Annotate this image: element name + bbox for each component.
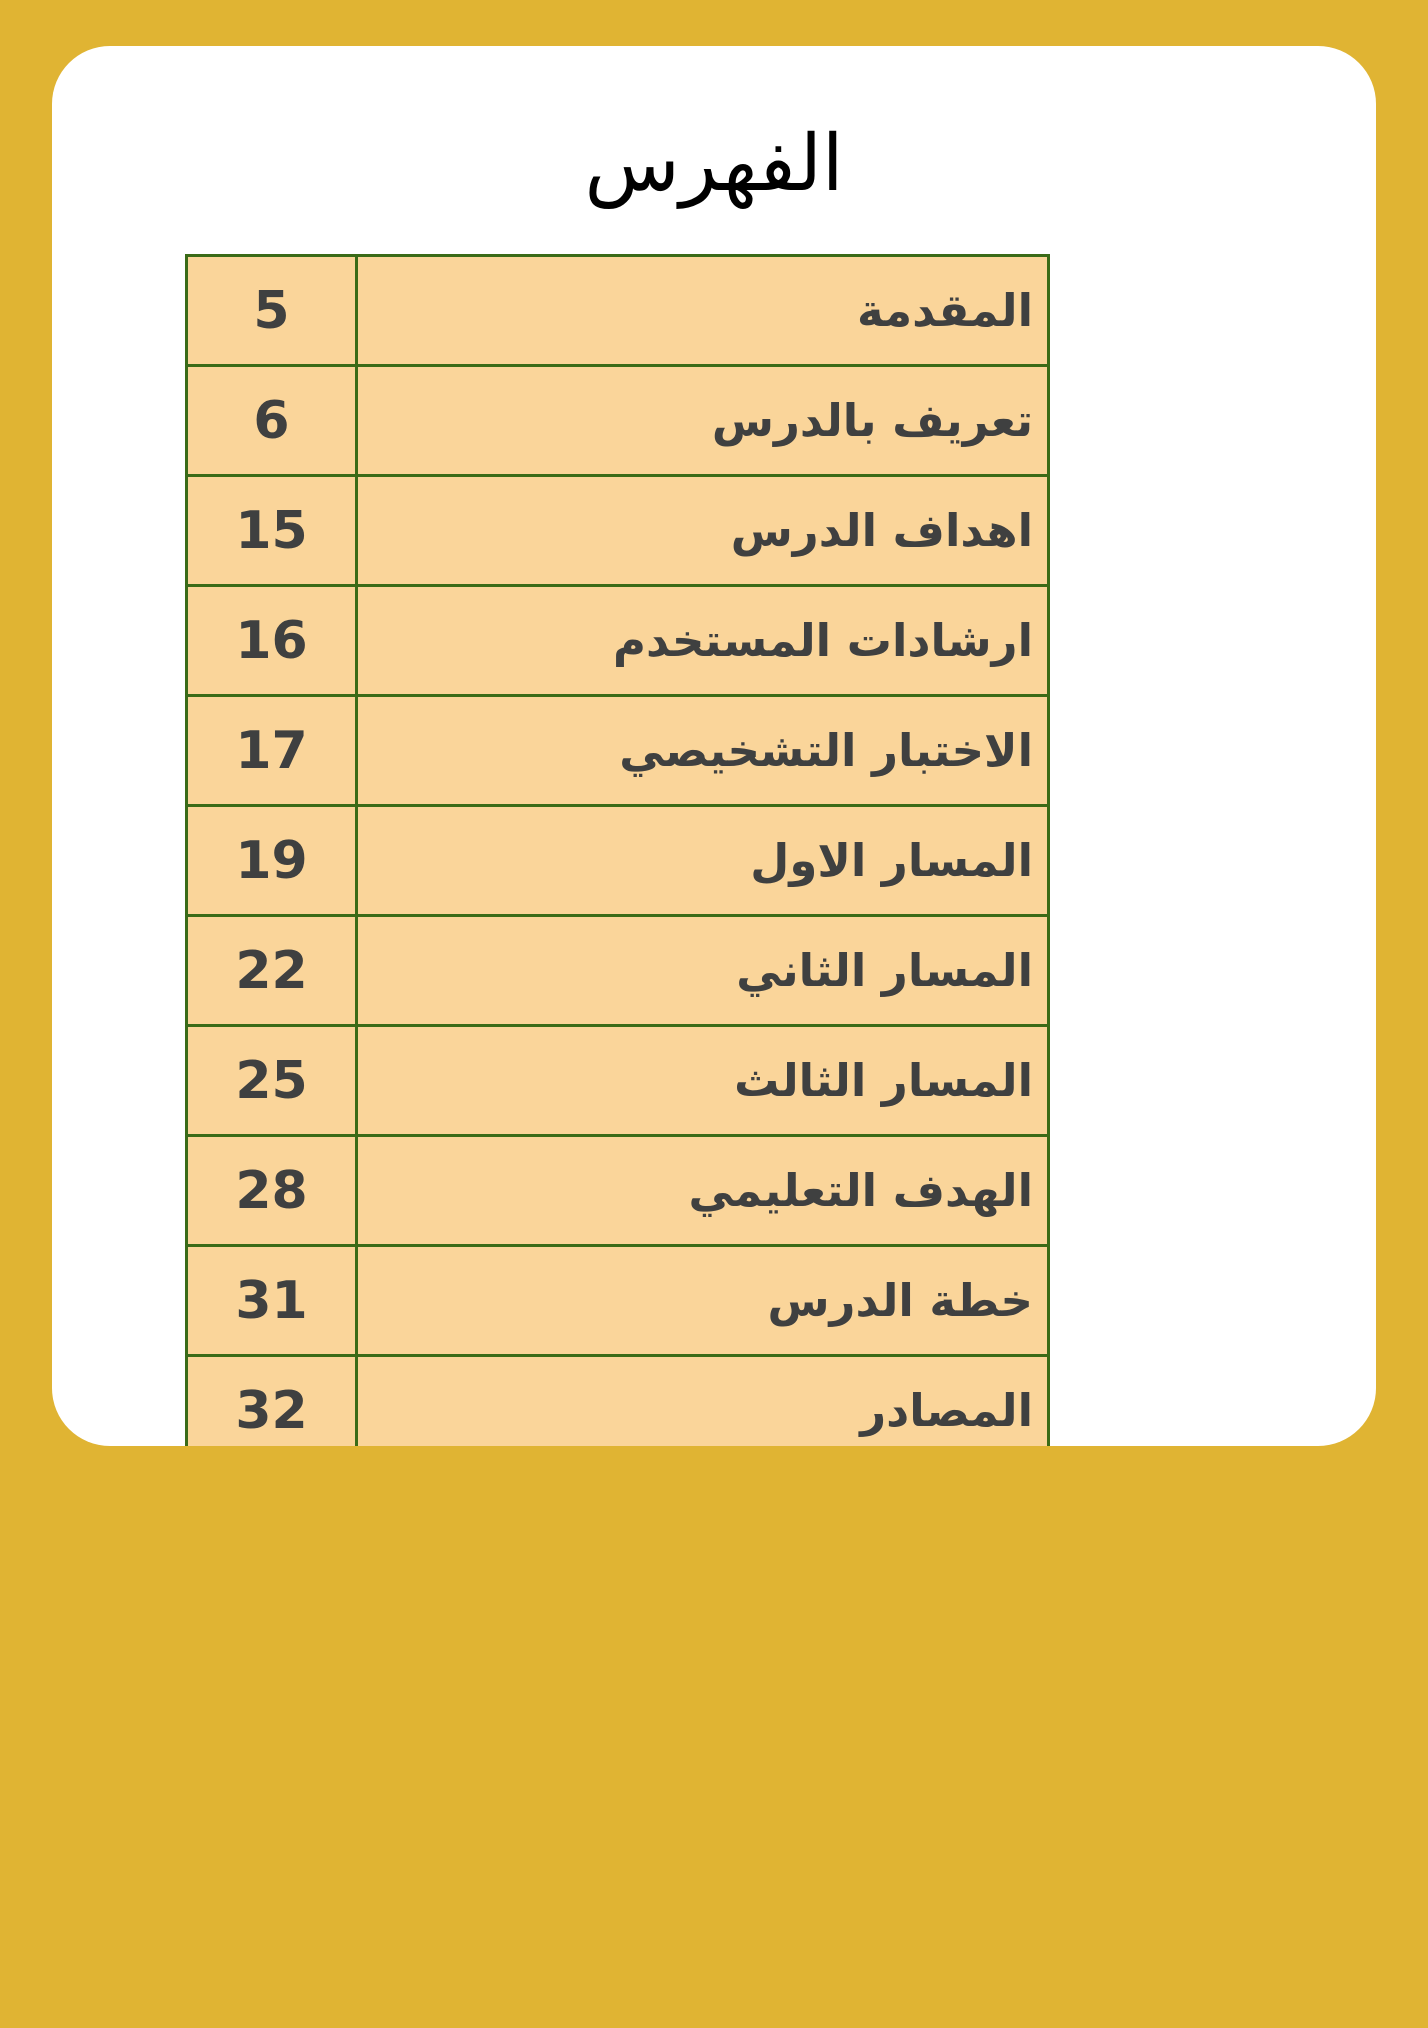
- toc-entry-page: 25: [185, 1024, 358, 1137]
- toc-table-body: المقدمة 5 تعريف بالدرس 6 اهداف الدرس 15 …: [185, 254, 1050, 1446]
- toc-entry-label: المقدمة: [355, 254, 1050, 367]
- toc-entry-label: الاختبار التشخيصي: [355, 694, 1050, 807]
- table-row[interactable]: الاختبار التشخيصي 17: [185, 694, 1050, 807]
- toc-entry-page: 31: [185, 1244, 358, 1357]
- toc-entry-label: خطة الدرس: [355, 1244, 1050, 1357]
- table-row[interactable]: خطة الدرس 31: [185, 1244, 1050, 1357]
- table-row[interactable]: ارشادات المستخدم 16: [185, 584, 1050, 697]
- table-row[interactable]: تعريف بالدرس 6: [185, 364, 1050, 477]
- toc-entry-page: 16: [185, 584, 358, 697]
- toc-entry-page: 32: [185, 1354, 358, 1446]
- table-row[interactable]: المصادر 32: [185, 1354, 1050, 1446]
- toc-entry-label: المسار الثاني: [355, 914, 1050, 1027]
- table-row[interactable]: اهداف الدرس 15: [185, 474, 1050, 587]
- table-row[interactable]: المسار الثالث 25: [185, 1024, 1050, 1137]
- table-row[interactable]: المسار الثاني 22: [185, 914, 1050, 1027]
- toc-entry-page: 15: [185, 474, 358, 587]
- toc-entry-page: 6: [185, 364, 358, 477]
- toc-entry-page: 17: [185, 694, 358, 807]
- toc-entry-page: 19: [185, 804, 358, 917]
- content-card: الفهرس المقدمة 5 تعريف بالدرس 6 اهداف ال…: [52, 46, 1376, 1446]
- page-title: الفهرس: [584, 119, 844, 209]
- toc-entry-label: المسار الثالث: [355, 1024, 1050, 1137]
- toc-entry-label: المسار الاول: [355, 804, 1050, 917]
- toc-entry-page: 28: [185, 1134, 358, 1247]
- toc-table: المقدمة 5 تعريف بالدرس 6 اهداف الدرس 15 …: [185, 254, 1050, 1446]
- table-row[interactable]: المقدمة 5: [185, 254, 1050, 367]
- toc-entry-label: الهدف التعليمي: [355, 1134, 1050, 1247]
- table-of-contents: المقدمة 5 تعريف بالدرس 6 اهداف الدرس 15 …: [185, 254, 1050, 1446]
- table-row[interactable]: الهدف التعليمي 28: [185, 1134, 1050, 1247]
- toc-entry-label: تعريف بالدرس: [355, 364, 1050, 477]
- toc-entry-page: 5: [185, 254, 358, 367]
- toc-entry-label: اهداف الدرس: [355, 474, 1050, 587]
- table-row[interactable]: المسار الاول 19: [185, 804, 1050, 917]
- toc-entry-page: 22: [185, 914, 358, 1027]
- toc-entry-label: المصادر: [355, 1354, 1050, 1446]
- toc-entry-label: ارشادات المستخدم: [355, 584, 1050, 697]
